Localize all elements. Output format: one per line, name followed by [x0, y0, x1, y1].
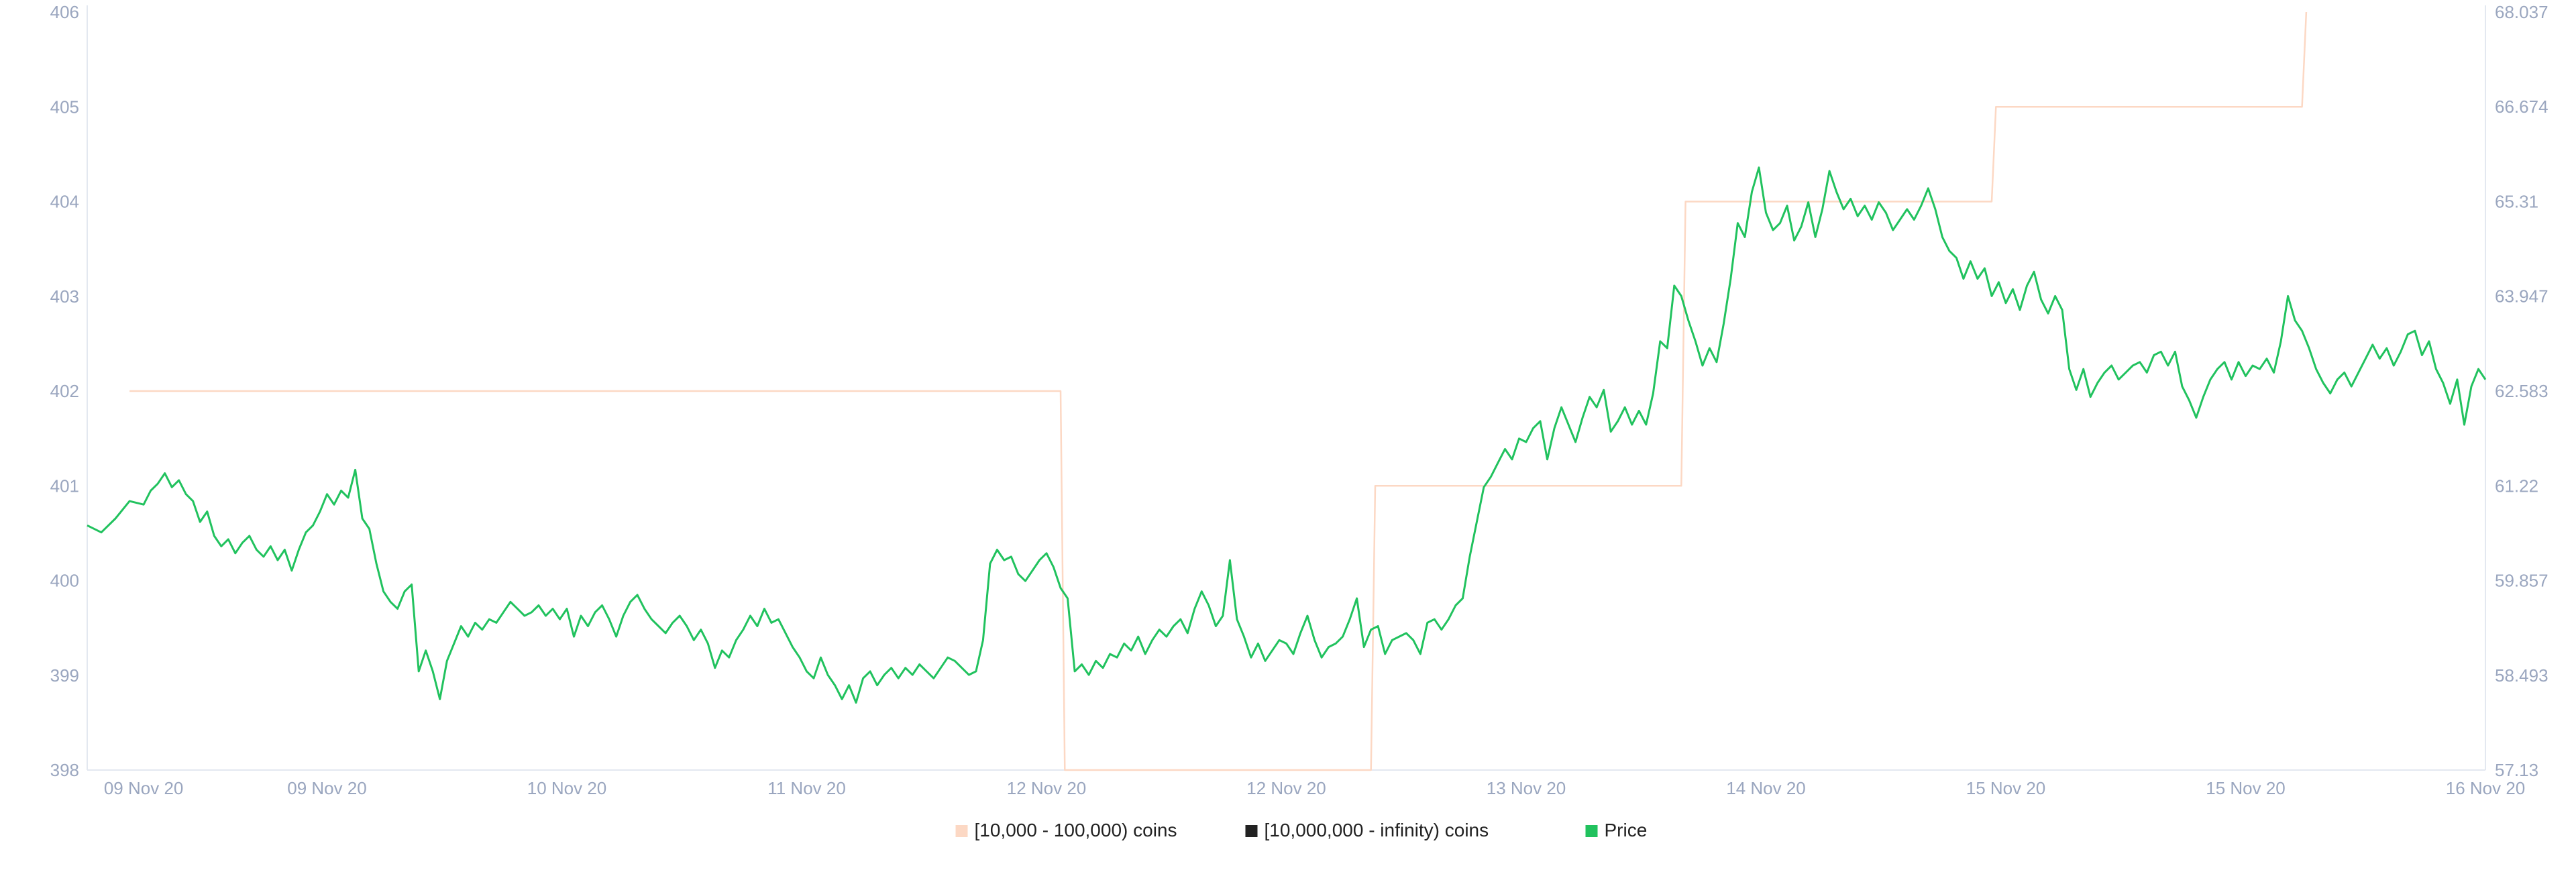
- left-tick-label: 404: [50, 192, 79, 212]
- x-tick-label: 09 Nov 20: [104, 778, 184, 798]
- plot-frame: [87, 5, 2486, 771]
- legend-item[interactable]: [10,000 - 100,000) coins: [955, 820, 1177, 840]
- right-tick-label: 62.583: [2495, 381, 2548, 401]
- x-tick-label: 12 Nov 20: [1007, 778, 1087, 798]
- left-tick-label: 400: [50, 571, 79, 591]
- legend-item[interactable]: Price: [1585, 820, 1648, 840]
- x-tick-label: 16 Nov 20: [2446, 778, 2526, 798]
- x-tick-label: 09 Nov 20: [287, 778, 367, 798]
- right-tick-label: 57.13: [2495, 760, 2538, 780]
- left-tick-label: 402: [50, 381, 79, 401]
- right-tick-label: 59.857: [2495, 570, 2548, 590]
- left-tick-label: 398: [50, 760, 79, 780]
- legend[interactable]: [10,000 - 100,000) coins [10,000,000 - in…: [955, 820, 1648, 840]
- right-tick-label: 65.31: [2495, 192, 2538, 212]
- right-tick-label: 66.674: [2495, 97, 2548, 117]
- x-tick-label: 15 Nov 20: [2206, 778, 2286, 798]
- x-tick-label: 15 Nov 20: [1966, 778, 2046, 798]
- right-tick-label: 63.947: [2495, 286, 2548, 307]
- left-tick-label: 399: [50, 665, 79, 686]
- legend-swatch: [955, 825, 968, 837]
- legend-swatch: [1585, 825, 1598, 837]
- legend-swatch: [1245, 825, 1258, 837]
- left-tick-label: 403: [50, 286, 79, 307]
- x-axis: 09 Nov 20 09 Nov 20 10 Nov 20 11 Nov 20 12 N…: [104, 778, 2525, 798]
- x-tick-label: 10 Nov 20: [527, 778, 607, 798]
- right-tick-label: 68.037: [2495, 2, 2548, 22]
- legend-label: Price: [1605, 820, 1648, 840]
- x-tick-label: 11 Nov 20: [767, 778, 846, 798]
- series-10-000-100-000-coins-line: [129, 11, 2308, 771]
- legend-label: [10,000,000 - infinity) coins: [1265, 820, 1489, 840]
- series-layer: [87, 11, 2487, 771]
- x-tick-label: 13 Nov 20: [1487, 778, 1566, 798]
- x-tick-label: 12 Nov 20: [1246, 778, 1326, 798]
- left-y-axis: 398 399 400 401 402 403 404 405 406: [50, 2, 79, 780]
- series-price-line: [87, 166, 2487, 704]
- right-tick-label: 58.493: [2495, 665, 2548, 686]
- x-tick-label: 14 Nov 20: [1726, 778, 1806, 798]
- right-tick-label: 61.22: [2495, 476, 2538, 496]
- left-tick-label: 401: [50, 476, 79, 496]
- left-tick-label: 405: [50, 97, 79, 117]
- left-tick-label: 406: [50, 2, 79, 22]
- legend-item[interactable]: [10,000,000 - infinity) coins: [1245, 820, 1489, 840]
- legend-label: [10,000 - 100,000) coins: [975, 820, 1177, 840]
- right-y-axis: 57.13 58.493 59.857 61.22 62.583 63.947 65.31 6…: [2495, 2, 2548, 780]
